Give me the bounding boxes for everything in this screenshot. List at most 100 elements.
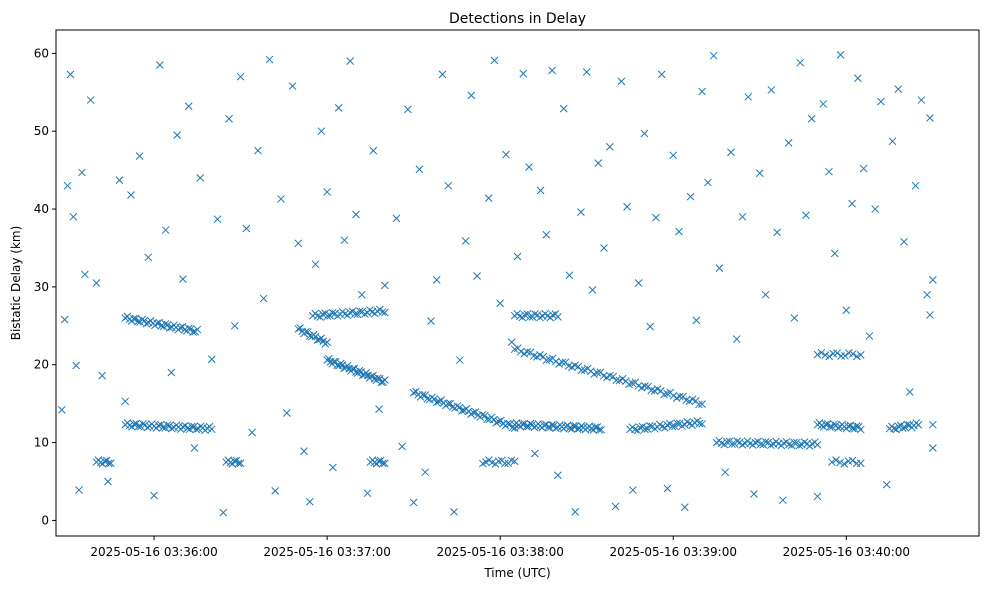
data-point <box>673 419 682 428</box>
data-point <box>392 214 401 223</box>
data-point <box>518 420 527 428</box>
data-point <box>900 237 908 246</box>
x-tick-label: 2025-05-16 03:39:00 <box>610 545 737 559</box>
data-point <box>548 311 557 319</box>
data-point <box>352 210 360 219</box>
data-point <box>686 192 695 201</box>
data-point <box>304 328 312 336</box>
data-point <box>438 70 447 79</box>
data-point <box>457 407 466 415</box>
data-point <box>692 316 701 325</box>
data-point <box>836 458 844 467</box>
data-point <box>825 352 834 361</box>
data-point <box>409 498 418 507</box>
data-point <box>398 442 406 451</box>
data-point <box>554 471 562 480</box>
data-point <box>813 350 822 359</box>
y-tick-label: 60 <box>34 46 49 60</box>
data-point <box>213 215 222 224</box>
data-point <box>926 114 934 122</box>
data-point <box>917 96 926 104</box>
data-point <box>871 205 880 213</box>
data-point <box>142 319 151 328</box>
data-point <box>161 226 170 234</box>
data-point <box>432 398 441 407</box>
data-point <box>282 409 291 417</box>
data-point <box>380 459 389 468</box>
data-point <box>732 335 741 343</box>
data-point <box>288 82 297 90</box>
data-point <box>926 311 934 319</box>
data-point <box>190 444 199 452</box>
data-point <box>605 142 614 151</box>
data-point <box>785 440 793 449</box>
data-point <box>207 425 216 434</box>
data-point <box>623 202 631 211</box>
data-point <box>819 100 828 108</box>
y-tick-label: 50 <box>34 124 49 138</box>
data-point <box>467 410 475 419</box>
data-point <box>226 458 235 467</box>
data-point <box>802 211 810 220</box>
data-point <box>374 374 382 382</box>
data-point <box>727 148 735 157</box>
data-point <box>86 96 95 104</box>
data-point <box>840 459 849 468</box>
data-point <box>154 421 163 430</box>
data-point <box>69 212 78 221</box>
data-point <box>680 503 689 512</box>
data-point <box>657 70 666 79</box>
data-point <box>520 310 529 319</box>
data-point <box>150 491 158 500</box>
data-point <box>323 338 331 347</box>
y-tick-label: 0 <box>41 513 49 527</box>
data-point <box>565 271 574 280</box>
data-point <box>617 77 626 86</box>
data-point <box>756 440 765 449</box>
data-point <box>647 386 656 395</box>
data-point <box>380 308 389 317</box>
data-point <box>928 420 937 429</box>
data-point <box>856 425 865 434</box>
data-point <box>591 423 600 432</box>
data-point <box>844 422 853 431</box>
data-point <box>163 421 172 429</box>
data-point <box>928 276 937 284</box>
y-axis-title: Bistatic Delay (km) <box>9 226 23 341</box>
data-point <box>375 405 383 413</box>
data-point <box>717 439 726 448</box>
data-point <box>96 458 105 467</box>
data-point <box>180 325 189 334</box>
data-point <box>750 490 758 498</box>
data-point <box>351 310 359 318</box>
data-point <box>565 424 574 432</box>
data-point <box>75 486 83 494</box>
data-point <box>678 422 687 430</box>
data-point <box>432 276 441 284</box>
x-tick-label: 2025-05-16 03:38:00 <box>436 545 563 559</box>
data-point <box>494 417 503 426</box>
data-point <box>192 425 201 434</box>
data-point <box>492 418 501 427</box>
data-point <box>356 307 364 315</box>
data-point <box>207 355 216 364</box>
data-point <box>779 496 787 505</box>
data-point <box>473 272 481 280</box>
data-point <box>153 319 161 328</box>
data-point <box>629 486 637 494</box>
data-point <box>848 456 857 465</box>
data-point <box>294 239 303 248</box>
data-point <box>569 422 578 430</box>
data-point <box>421 468 430 477</box>
data-point <box>894 422 903 431</box>
y-tick-label: 20 <box>34 358 49 372</box>
data-point <box>184 102 193 111</box>
data-point <box>901 423 909 432</box>
data-point <box>721 468 730 477</box>
data-point <box>530 449 539 458</box>
data-point <box>807 114 816 123</box>
data-point <box>832 456 840 464</box>
data-point <box>510 424 519 432</box>
data-point <box>698 400 706 408</box>
